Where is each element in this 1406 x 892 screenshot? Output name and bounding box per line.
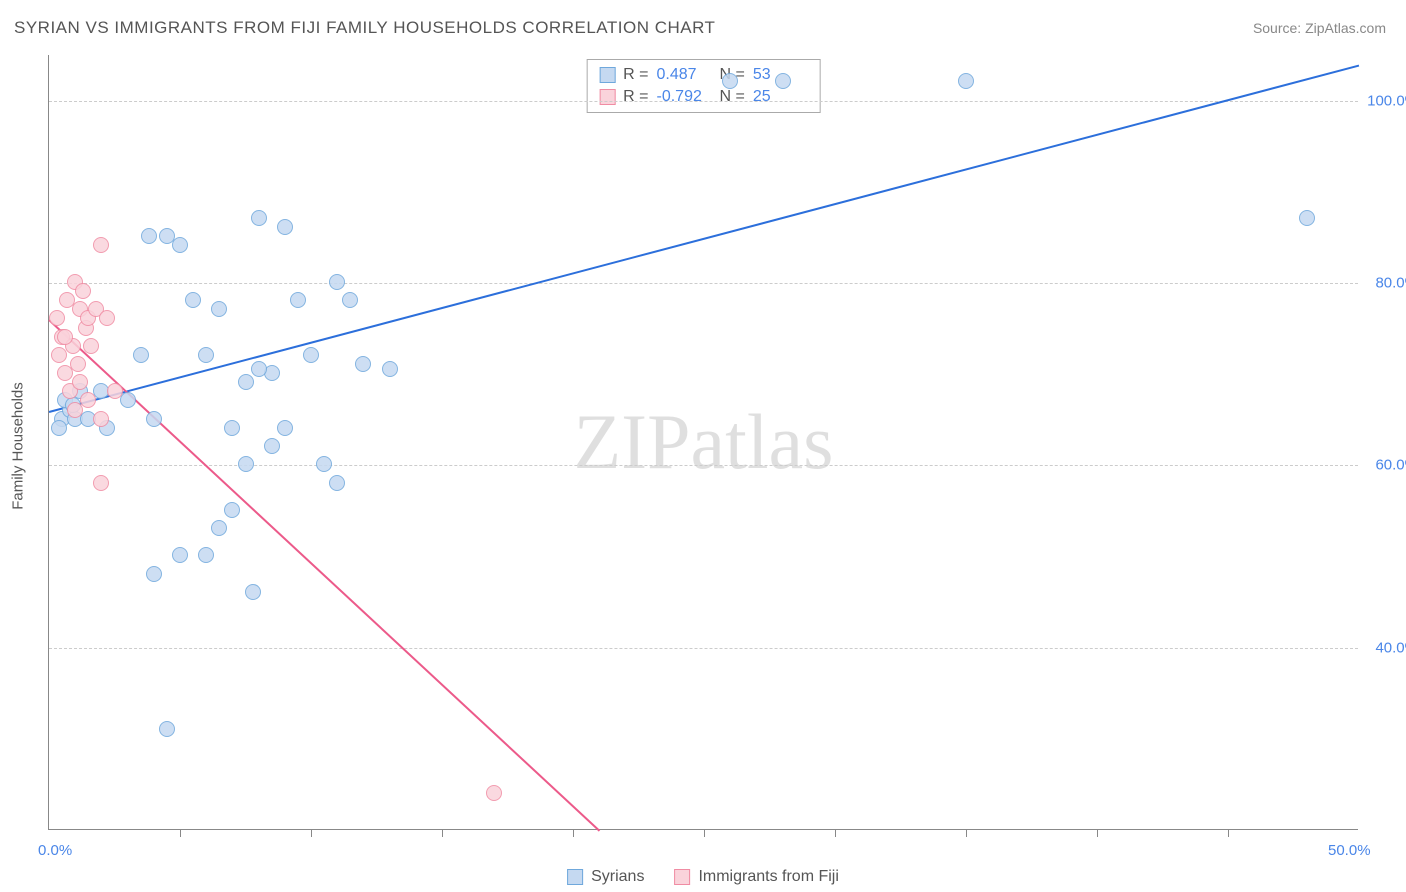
x-tick-label-max: 50.0% (1328, 842, 1371, 859)
data-point (303, 347, 319, 363)
source-attribution: Source: ZipAtlas.com (1253, 20, 1386, 36)
data-point (329, 274, 345, 290)
stats-n-label: N = (720, 88, 745, 106)
data-point (238, 374, 254, 390)
stats-r-label: R = (623, 88, 648, 106)
data-point (277, 219, 293, 235)
chart-legend: Syrians Immigrants from Fiji (567, 868, 839, 886)
data-point (382, 361, 398, 377)
y-axis-label: Family Households (10, 382, 27, 510)
data-point (342, 292, 358, 308)
gridline (49, 283, 1358, 284)
data-point (146, 566, 162, 582)
data-point (80, 392, 96, 408)
data-point (120, 392, 136, 408)
data-point (775, 73, 791, 89)
data-point (107, 383, 123, 399)
data-point (1299, 210, 1315, 226)
data-point (224, 502, 240, 518)
x-tick (1097, 829, 1098, 837)
x-tick (835, 829, 836, 837)
series-swatch (599, 67, 615, 83)
data-point (224, 420, 240, 436)
x-tick (966, 829, 967, 837)
data-point (486, 785, 502, 801)
y-tick-label: 100.0% (1363, 92, 1406, 109)
data-point (141, 228, 157, 244)
data-point (264, 438, 280, 454)
data-point (146, 411, 162, 427)
stats-r-value: -0.792 (657, 88, 712, 106)
legend-label: Immigrants from Fiji (698, 868, 838, 886)
stats-n-value: 25 (753, 88, 808, 106)
x-tick (311, 829, 312, 837)
legend-item: Immigrants from Fiji (674, 868, 838, 886)
y-tick-label: 80.0% (1363, 274, 1406, 291)
legend-swatch (567, 869, 583, 885)
data-point (159, 721, 175, 737)
data-point (329, 475, 345, 491)
data-point (75, 283, 91, 299)
data-point (133, 347, 149, 363)
stats-r-label: R = (623, 66, 648, 84)
y-tick-label: 40.0% (1363, 639, 1406, 656)
data-point (316, 456, 332, 472)
data-point (245, 584, 261, 600)
data-point (51, 420, 67, 436)
data-point (83, 338, 99, 354)
data-point (93, 237, 109, 253)
data-point (211, 520, 227, 536)
data-point (211, 301, 227, 317)
data-point (355, 356, 371, 372)
data-point (93, 411, 109, 427)
data-point (72, 374, 88, 390)
data-point (198, 547, 214, 563)
data-point (958, 73, 974, 89)
data-point (722, 73, 738, 89)
x-tick (180, 829, 181, 837)
regression-line (49, 64, 1360, 412)
x-tick (442, 829, 443, 837)
legend-swatch (674, 869, 690, 885)
watermark-bold: ZIP (574, 398, 691, 485)
scatter-chart: ZIPatlas R =0.487N =53R =-0.792N =25 40.… (48, 55, 1358, 830)
data-point (251, 210, 267, 226)
stats-row: R = -0.792 N = 25 (599, 86, 808, 108)
data-point (198, 347, 214, 363)
data-point (49, 310, 65, 326)
data-point (172, 237, 188, 253)
watermark: ZIPatlas (574, 397, 834, 487)
data-point (99, 310, 115, 326)
legend-item: Syrians (567, 868, 644, 886)
data-point (251, 361, 267, 377)
series-swatch (599, 89, 615, 105)
data-point (51, 347, 67, 363)
x-tick-label-min: 0.0% (38, 842, 72, 859)
data-point (93, 475, 109, 491)
y-tick-label: 60.0% (1363, 457, 1406, 474)
x-tick (1228, 829, 1229, 837)
data-point (70, 356, 86, 372)
gridline (49, 648, 1358, 649)
data-point (238, 456, 254, 472)
data-point (290, 292, 306, 308)
chart-title: SYRIAN VS IMMIGRANTS FROM FIJI FAMILY HO… (14, 18, 715, 38)
x-tick (704, 829, 705, 837)
x-tick (573, 829, 574, 837)
watermark-light: atlas (691, 398, 834, 485)
legend-label: Syrians (591, 868, 644, 886)
data-point (185, 292, 201, 308)
gridline (49, 101, 1358, 102)
stats-r-value: 0.487 (657, 66, 712, 84)
data-point (172, 547, 188, 563)
data-point (277, 420, 293, 436)
data-point (57, 329, 73, 345)
